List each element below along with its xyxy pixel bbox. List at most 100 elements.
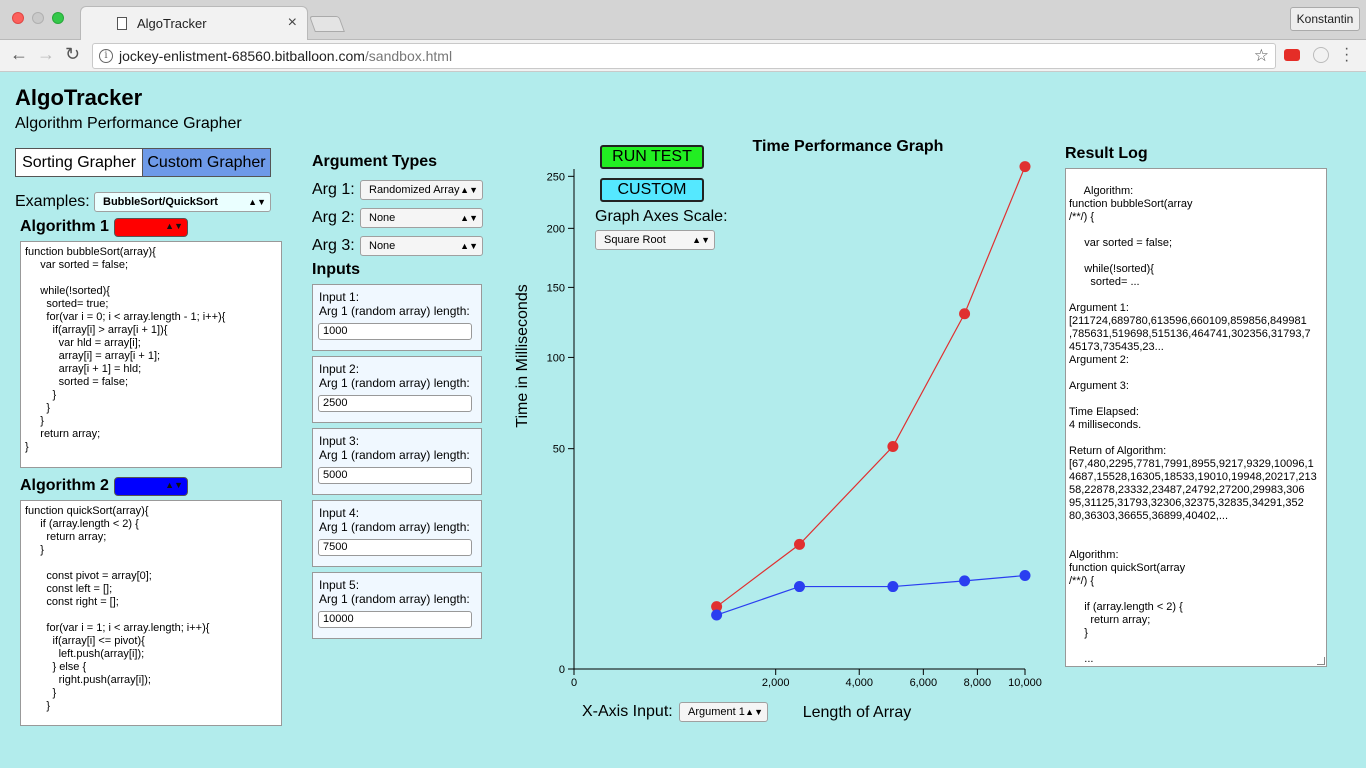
- result-log-heading: Result Log: [1065, 145, 1148, 162]
- input-card-3: Input 3: Arg 1 (random array) length: 50…: [312, 428, 482, 495]
- input-card-4: Input 4: Arg 1 (random array) length: 75…: [312, 500, 482, 567]
- new-tab-button[interactable]: [309, 16, 345, 32]
- select-arrow-icon: ▲▼: [165, 480, 183, 490]
- series-2-point: [711, 609, 723, 621]
- run-test-button[interactable]: RUN TEST: [600, 145, 704, 169]
- series-1-point: [959, 308, 971, 320]
- algorithm-2-color-select[interactable]: ▲▼: [114, 477, 188, 496]
- series-1-point: [887, 440, 899, 452]
- select-arrow-icon: ▲▼: [248, 197, 266, 207]
- y-tick-label: 0: [559, 664, 565, 676]
- series-2-point: [887, 581, 899, 593]
- reload-icon[interactable]: ↻: [65, 44, 81, 64]
- youtube-extension-icon[interactable]: [1284, 49, 1300, 61]
- arg-1-type-select[interactable]: Randomized Array ▲▼: [360, 180, 483, 200]
- input-card-2: Input 2: Arg 1 (random array) length: 25…: [312, 356, 482, 423]
- arg-2-label: Arg 2:: [312, 209, 355, 226]
- input-3-field[interactable]: 5000: [318, 467, 472, 484]
- info-icon[interactable]: i: [99, 49, 113, 63]
- address-bar[interactable]: i jockey-enlistment-68560.bitballoon.com…: [92, 43, 1276, 69]
- series-1-point: [711, 601, 723, 613]
- graph-axes-scale-select[interactable]: Square Root ▲▼: [595, 230, 715, 250]
- page-subtitle: Algorithm Performance Grapher: [15, 115, 242, 132]
- select-arrow-icon: ▲▼: [460, 241, 478, 251]
- x-axis-label: Length of Array: [803, 704, 912, 721]
- chart-title: Time Performance Graph: [753, 138, 944, 155]
- forward-arrow-icon[interactable]: →: [37, 44, 55, 64]
- input-description: Arg 1 (random array) length:: [319, 304, 470, 318]
- input-description: Arg 1 (random array) length:: [319, 592, 470, 606]
- input-2-field[interactable]: 2500: [318, 395, 472, 412]
- custom-button[interactable]: CUSTOM: [600, 178, 704, 202]
- page-title: AlgoTracker: [15, 85, 143, 110]
- extension-icon[interactable]: [1313, 47, 1329, 63]
- input-description: Arg 1 (random array) length:: [319, 520, 470, 534]
- x-tick-label: 0: [571, 677, 577, 689]
- x-axis-input-label: X-Axis Input:: [582, 703, 673, 720]
- input-4-field[interactable]: 7500: [318, 539, 472, 556]
- bookmark-star-icon[interactable]: ☆: [1253, 46, 1269, 65]
- x-tick-label: 6,000: [910, 677, 938, 689]
- argument-types-heading: Argument Types: [312, 153, 438, 170]
- x-axis-input-select[interactable]: Argument 1 ▲▼: [679, 702, 768, 722]
- input-title: Input 2:: [319, 362, 360, 376]
- x-tick-label: 4,000: [845, 677, 873, 689]
- window-minimize-button[interactable]: [32, 12, 44, 24]
- arg-3-label: Arg 3:: [312, 237, 355, 254]
- algorithm-1-code-editor[interactable]: function bubbleSort(array){ var sorted =…: [20, 241, 282, 468]
- browser-tab[interactable]: AlgoTracker ×: [80, 6, 308, 40]
- series-1-point: [1019, 161, 1031, 173]
- algorithm-2-code-editor[interactable]: function quickSort(array){ if (array.len…: [20, 500, 282, 726]
- y-tick-label: 100: [547, 352, 565, 364]
- result-log-textarea[interactable]: Algorithm: function bubbleSort(array /**…: [1065, 168, 1327, 667]
- series-2-line: [716, 574, 1026, 616]
- tab-title: AlgoTracker: [137, 16, 207, 31]
- browser-toolbar: ← → ↻ i jockey-enlistment-68560.bitballo…: [0, 40, 1366, 72]
- select-arrow-icon: ▲▼: [460, 213, 478, 223]
- browser-menu-icon[interactable]: · · ·: [1344, 40, 1350, 69]
- series-1-point: [794, 538, 805, 550]
- arg-1-label: Arg 1:: [312, 181, 355, 198]
- input-title: Input 3:: [319, 434, 360, 448]
- arg-2-type-select[interactable]: None ▲▼: [360, 208, 483, 228]
- y-tick-label: 150: [547, 282, 565, 294]
- input-title: Input 1:: [319, 290, 360, 304]
- url-text[interactable]: jockey-enlistment-68560.bitballoon.com/s…: [119, 48, 453, 64]
- series-2-point: [794, 581, 805, 593]
- y-tick-label: 50: [553, 444, 565, 456]
- resize-handle[interactable]: [1317, 657, 1325, 665]
- y-tick-label: 250: [547, 171, 565, 183]
- page-content: AlgoTracker Algorithm Performance Graphe…: [0, 73, 1366, 768]
- x-tick-label: 8,000: [964, 677, 992, 689]
- algorithm-1-color-select[interactable]: ▲▼: [114, 218, 188, 237]
- inputs-heading: Inputs: [312, 261, 360, 278]
- select-arrow-icon: ▲▼: [692, 235, 710, 245]
- input-card-5: Input 5: Arg 1 (random array) length: 10…: [312, 572, 482, 639]
- input-description: Arg 1 (random array) length:: [319, 376, 470, 390]
- series-2-point: [959, 575, 971, 587]
- back-arrow-icon[interactable]: ←: [10, 44, 28, 64]
- series-1-line: [716, 166, 1026, 608]
- select-arrow-icon: ▲▼: [745, 707, 763, 717]
- x-tick-label: 2,000: [762, 677, 790, 689]
- examples-label: Examples:: [15, 193, 90, 210]
- window-close-button[interactable]: [12, 12, 24, 24]
- y-axis-label: Time in Milliseconds: [514, 284, 531, 427]
- select-arrow-icon: ▲▼: [165, 221, 183, 231]
- input-1-field[interactable]: 1000: [318, 323, 472, 340]
- arg-3-type-select[interactable]: None ▲▼: [360, 236, 483, 256]
- select-arrow-icon: ▲▼: [460, 185, 478, 195]
- y-tick-label: 200: [547, 223, 565, 235]
- input-5-field[interactable]: 10000: [318, 611, 472, 628]
- custom-grapher-button[interactable]: Custom Grapher: [143, 149, 270, 176]
- graph-axes-scale-label: Graph Axes Scale:: [595, 208, 728, 225]
- examples-select[interactable]: BubbleSort/QuickSort ▲▼: [94, 192, 271, 212]
- input-card-1: Input 1: Arg 1 (random array) length: 10…: [312, 284, 482, 351]
- input-title: Input 5:: [319, 578, 360, 592]
- profile-button[interactable]: Konstantin: [1290, 7, 1360, 31]
- algorithm-2-label: Algorithm 2: [20, 477, 109, 494]
- algorithm-1-label: Algorithm 1: [20, 218, 109, 235]
- window-maximize-button[interactable]: [52, 12, 64, 24]
- sorting-grapher-button[interactable]: Sorting Grapher: [16, 149, 143, 176]
- tab-close-icon[interactable]: ×: [287, 14, 297, 31]
